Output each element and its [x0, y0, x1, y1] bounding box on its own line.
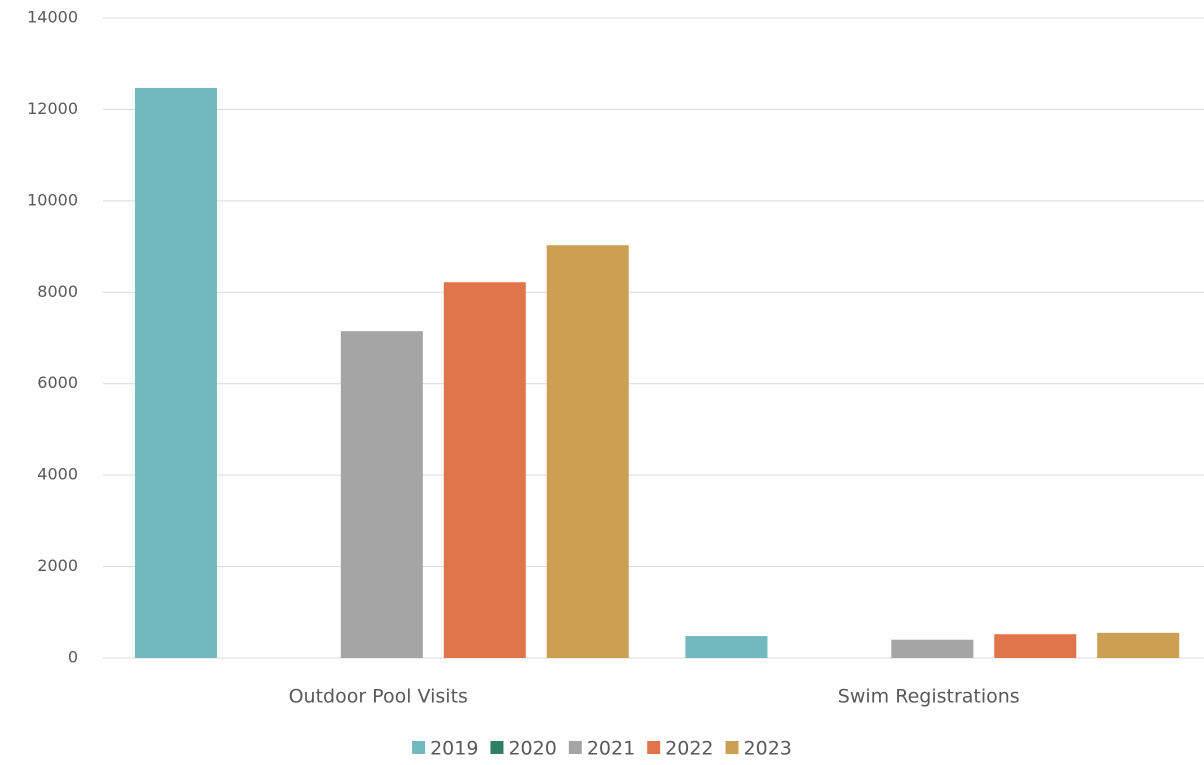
y-tick-label: 0 [68, 648, 78, 667]
legend-swatch [490, 741, 504, 754]
y-tick-label: 14000 [27, 8, 78, 27]
legend-label: 2019 [430, 738, 478, 760]
x-tick-label: Outdoor Pool Visits [289, 686, 468, 708]
legend-swatch [725, 741, 739, 754]
legend-swatch [568, 741, 582, 754]
legend-label: 2023 [744, 738, 792, 760]
bar [134, 87, 217, 658]
legend-label: 2021 [587, 738, 635, 760]
y-tick-label: 2000 [37, 556, 78, 575]
legend-swatch [412, 741, 426, 754]
bar [443, 282, 526, 658]
bar [546, 245, 629, 658]
legend-swatch [647, 741, 661, 754]
x-tick-label: Swim Registrations [838, 686, 1020, 708]
legend-label: 2022 [665, 738, 713, 760]
y-tick-label: 8000 [37, 282, 78, 301]
legend-label: 2020 [508, 738, 556, 760]
bar [891, 639, 974, 658]
y-tick-label: 10000 [27, 190, 78, 209]
bar [1097, 632, 1180, 658]
bar [340, 331, 423, 658]
bar [994, 634, 1077, 658]
bar [685, 636, 768, 658]
y-tick-label: 6000 [37, 373, 78, 392]
y-tick-label: 12000 [27, 99, 78, 118]
y-tick-label: 4000 [37, 465, 78, 484]
